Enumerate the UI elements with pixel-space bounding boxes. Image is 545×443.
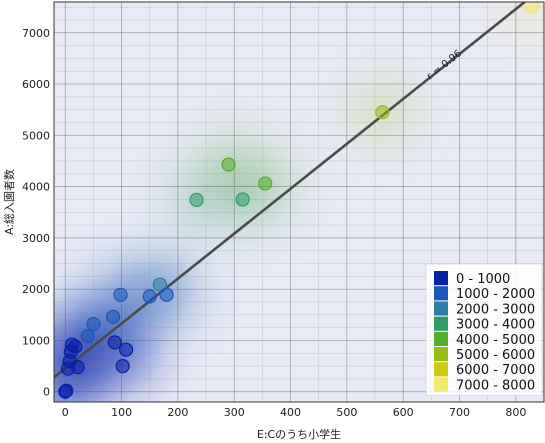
data-point bbox=[107, 335, 122, 350]
legend-swatch bbox=[434, 316, 448, 331]
legend-entry: 7000 - 8000 bbox=[456, 378, 535, 393]
legend-entry: 3000 - 4000 bbox=[456, 318, 535, 333]
legend-swatch bbox=[434, 286, 448, 301]
legend-swatch bbox=[434, 347, 448, 362]
x-tick-label: 300 bbox=[224, 406, 245, 419]
y-tick-label: 6000 bbox=[22, 78, 50, 91]
legend-entry: 5000 - 6000 bbox=[456, 348, 535, 363]
data-point bbox=[221, 157, 236, 172]
data-point bbox=[375, 105, 390, 120]
y-tick-label: 0 bbox=[43, 386, 50, 399]
y-tick-label: 4000 bbox=[22, 181, 50, 194]
x-tick-label: 500 bbox=[336, 406, 357, 419]
legend-entry: 6000 - 7000 bbox=[456, 363, 535, 378]
data-point bbox=[115, 359, 130, 374]
y-tick-label: 1000 bbox=[22, 334, 50, 347]
legend-entry: 4000 - 5000 bbox=[456, 333, 535, 348]
y-tick-label: 7000 bbox=[22, 27, 50, 40]
data-point bbox=[524, 2, 539, 14]
legend-entry: 1000 - 2000 bbox=[456, 287, 535, 302]
legend-entry: 2000 - 3000 bbox=[456, 302, 535, 317]
x-tick-label: 100 bbox=[111, 406, 132, 419]
x-axis-label: E:Cのうち小学生 bbox=[257, 427, 341, 441]
data-point bbox=[59, 383, 74, 398]
x-tick-label: 0 bbox=[62, 406, 69, 419]
legend-swatch bbox=[434, 331, 448, 346]
legend-swatch bbox=[434, 362, 448, 377]
y-tick-label: 3000 bbox=[22, 232, 50, 245]
data-point bbox=[68, 339, 83, 354]
y-tick-label: 5000 bbox=[22, 129, 50, 142]
data-point bbox=[152, 277, 167, 292]
data-point bbox=[235, 192, 250, 207]
x-tick-label: 200 bbox=[167, 406, 188, 419]
data-point bbox=[106, 309, 121, 324]
data-point bbox=[258, 176, 273, 191]
axis-ticks: 0 100 200 300 400 500 600 700 800 0 1000 2000 3000 40… bbox=[22, 27, 526, 419]
x-tick-label: 600 bbox=[393, 406, 414, 419]
y-tick-label: 2000 bbox=[22, 283, 50, 296]
x-tick-label: 800 bbox=[505, 406, 526, 419]
legend-entry: 0 - 1000 bbox=[456, 272, 510, 287]
data-point bbox=[113, 287, 128, 302]
data-point bbox=[118, 342, 134, 357]
gridlines bbox=[54, 2, 544, 402]
data-point bbox=[80, 329, 95, 344]
legend-swatch bbox=[434, 271, 448, 286]
legend-swatch bbox=[434, 301, 448, 316]
data-point bbox=[189, 192, 204, 208]
data-point bbox=[70, 360, 85, 375]
data-point bbox=[159, 287, 174, 302]
y-axis-label: A:総入園者数 bbox=[2, 169, 16, 235]
regression-line-path bbox=[54, 2, 527, 379]
x-tick-label: 700 bbox=[449, 406, 470, 419]
x-tick-label: 400 bbox=[280, 406, 301, 419]
legend-swatch bbox=[434, 377, 448, 392]
data-point bbox=[86, 316, 101, 332]
data-points bbox=[58, 2, 539, 399]
data-point bbox=[142, 289, 157, 304]
plot-frame bbox=[53, 1, 545, 403]
